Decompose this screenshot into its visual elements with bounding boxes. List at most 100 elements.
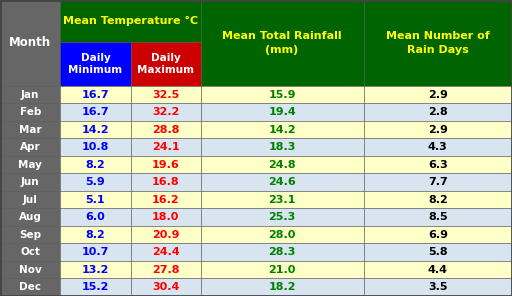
Text: 5.8: 5.8: [428, 247, 447, 257]
Text: Nov: Nov: [19, 265, 41, 275]
Text: 18.3: 18.3: [268, 142, 296, 152]
Bar: [60, 138, 131, 156]
Text: 8.2: 8.2: [86, 160, 105, 170]
Bar: [60, 173, 131, 191]
Bar: [364, 226, 512, 243]
Bar: [201, 208, 364, 226]
Text: 4.3: 4.3: [428, 142, 447, 152]
Text: 16.7: 16.7: [82, 90, 109, 99]
Text: 15.9: 15.9: [268, 90, 296, 99]
Bar: [131, 86, 201, 103]
Bar: [364, 279, 512, 296]
Bar: [364, 86, 512, 103]
Bar: [201, 191, 364, 208]
Bar: [0, 226, 60, 243]
Bar: [0, 173, 60, 191]
Bar: [0, 86, 60, 103]
Text: 8.2: 8.2: [428, 195, 447, 205]
Bar: [0, 243, 60, 261]
Text: 32.2: 32.2: [152, 107, 179, 117]
Bar: [131, 208, 201, 226]
Text: 16.2: 16.2: [152, 195, 179, 205]
Text: 24.8: 24.8: [268, 160, 296, 170]
Bar: [364, 191, 512, 208]
Text: Mean Number of
Rain Days: Mean Number of Rain Days: [386, 31, 489, 54]
Text: 28.0: 28.0: [268, 230, 296, 240]
Text: Feb: Feb: [19, 107, 41, 117]
Text: Aug: Aug: [19, 212, 41, 222]
Text: 19.6: 19.6: [152, 160, 180, 170]
Text: 16.7: 16.7: [82, 107, 109, 117]
Text: 8.5: 8.5: [428, 212, 447, 222]
Text: 16.8: 16.8: [152, 177, 179, 187]
Bar: [364, 243, 512, 261]
Text: Month: Month: [9, 36, 51, 49]
Bar: [201, 226, 364, 243]
Bar: [60, 208, 131, 226]
Bar: [131, 191, 201, 208]
Bar: [60, 261, 131, 279]
Bar: [201, 156, 364, 173]
Text: 5.1: 5.1: [86, 195, 105, 205]
Text: Mean Total Rainfall
(mm): Mean Total Rainfall (mm): [222, 31, 342, 54]
Bar: [201, 243, 364, 261]
Bar: [364, 103, 512, 121]
Bar: [364, 121, 512, 138]
Text: 24.6: 24.6: [268, 177, 296, 187]
Text: Mean Temperature °C: Mean Temperature °C: [63, 16, 198, 26]
Bar: [131, 243, 201, 261]
Bar: [0, 0, 60, 86]
Text: 14.2: 14.2: [82, 125, 109, 135]
Bar: [201, 261, 364, 279]
Bar: [364, 0, 512, 86]
Text: 28.8: 28.8: [152, 125, 179, 135]
Text: 24.4: 24.4: [152, 247, 180, 257]
Bar: [201, 138, 364, 156]
Bar: [60, 156, 131, 173]
Bar: [364, 261, 512, 279]
Bar: [201, 279, 364, 296]
Bar: [131, 173, 201, 191]
Bar: [364, 138, 512, 156]
Bar: [131, 121, 201, 138]
Text: Jan: Jan: [21, 90, 39, 99]
Text: Daily
Minimum: Daily Minimum: [69, 53, 122, 75]
Text: 14.2: 14.2: [268, 125, 296, 135]
Text: 27.8: 27.8: [152, 265, 179, 275]
Text: 20.9: 20.9: [152, 230, 179, 240]
Bar: [60, 191, 131, 208]
Text: 5.9: 5.9: [86, 177, 105, 187]
Text: 2.9: 2.9: [428, 90, 447, 99]
Text: 6.0: 6.0: [86, 212, 105, 222]
Text: 15.2: 15.2: [82, 282, 109, 292]
Text: 18.2: 18.2: [268, 282, 296, 292]
Bar: [201, 121, 364, 138]
Text: Mar: Mar: [19, 125, 41, 135]
Text: 3.5: 3.5: [428, 282, 447, 292]
Bar: [131, 226, 201, 243]
Text: 2.8: 2.8: [428, 107, 447, 117]
Bar: [0, 156, 60, 173]
Bar: [131, 138, 201, 156]
Text: 10.7: 10.7: [82, 247, 109, 257]
Text: 32.5: 32.5: [152, 90, 179, 99]
Bar: [131, 42, 201, 86]
Text: 28.3: 28.3: [268, 247, 296, 257]
Text: Jun: Jun: [21, 177, 39, 187]
Bar: [0, 191, 60, 208]
Bar: [201, 173, 364, 191]
Text: 19.4: 19.4: [268, 107, 296, 117]
Bar: [364, 156, 512, 173]
Bar: [0, 208, 60, 226]
Bar: [0, 279, 60, 296]
Bar: [201, 0, 364, 86]
Bar: [60, 279, 131, 296]
Text: Jul: Jul: [23, 195, 38, 205]
Text: Oct: Oct: [20, 247, 40, 257]
Text: 18.0: 18.0: [152, 212, 179, 222]
Text: Sep: Sep: [19, 230, 41, 240]
Bar: [364, 173, 512, 191]
Text: Apr: Apr: [20, 142, 40, 152]
Text: 6.9: 6.9: [428, 230, 448, 240]
Text: 30.4: 30.4: [152, 282, 179, 292]
